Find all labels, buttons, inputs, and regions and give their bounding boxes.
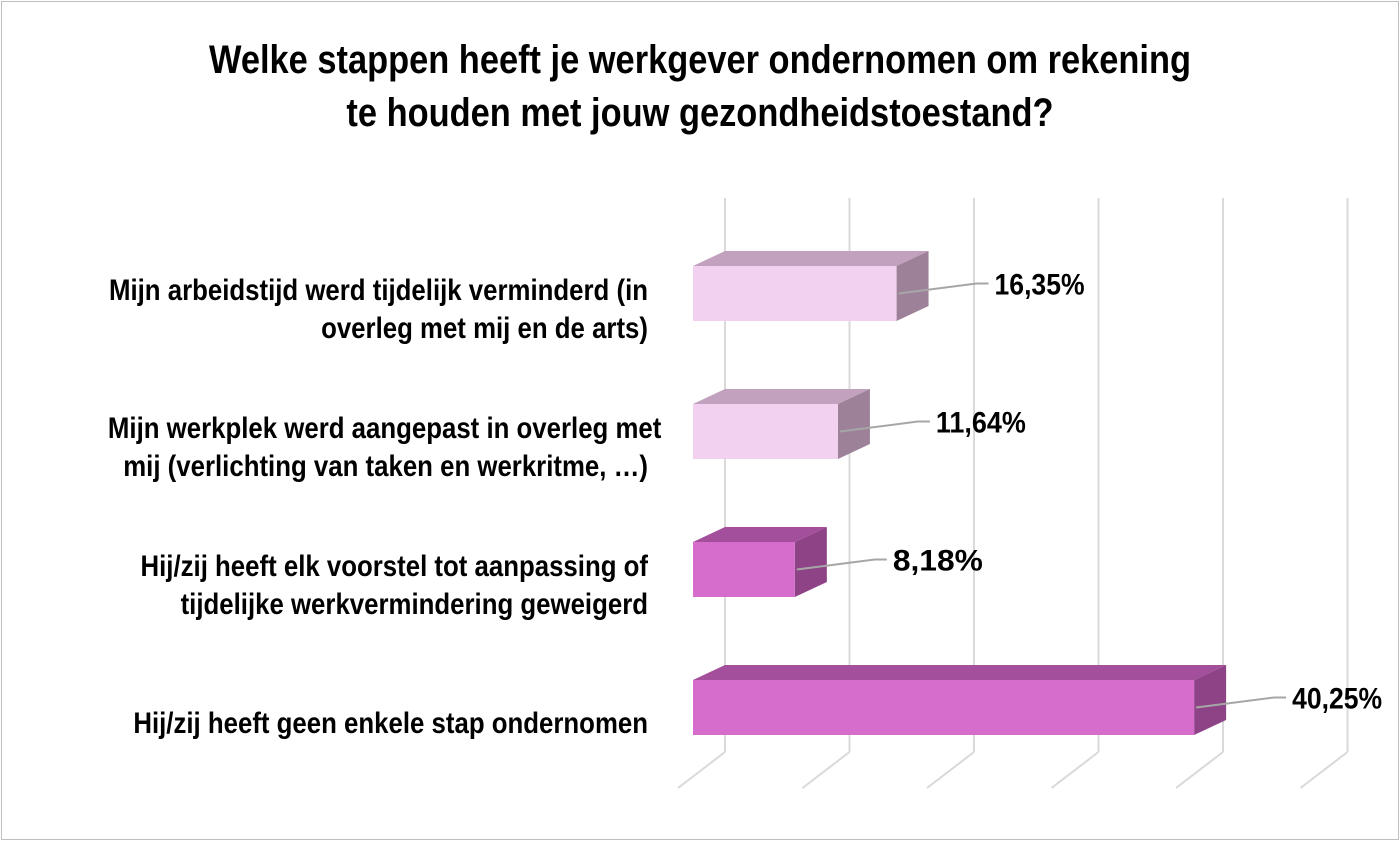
chart-title-line-1: Welke stappen heeft je werkgever onderno… — [209, 38, 1191, 82]
leader-line-4 — [1195, 696, 1287, 709]
bar-2-side — [837, 389, 870, 459]
category-label-3: Hij/zij heeft elk voorstel tot aanpassin… — [108, 548, 648, 624]
bar-2 — [693, 404, 838, 459]
category-label-4: Hij/zij heeft geen enkele stap ondernome… — [108, 705, 648, 743]
chart-title: Welke stappen heeft je werkgever onderno… — [184, 34, 1216, 140]
floor-line-50 — [1299, 751, 1349, 789]
value-label-2: 11,64% — [936, 407, 1026, 440]
chart-title-line-2: te houden met jouw gezondheidstoestand? — [346, 91, 1054, 135]
category-label-4-line-1: Hij/zij heeft geen enkele stap ondernome… — [133, 707, 648, 740]
value-label-4: 40,25% — [1292, 683, 1382, 716]
bar-1-side — [896, 251, 929, 321]
category-label-1-line-2: overleg met mij en de arts) — [321, 312, 648, 345]
floor-line-40 — [1175, 751, 1224, 789]
bar-4 — [693, 680, 1195, 735]
bar-3-top — [693, 527, 827, 542]
category-label-3-line-2: tijdelijke werkvermindering geweigerd — [180, 588, 648, 621]
bar-3 — [693, 542, 795, 597]
floor-line-20 — [926, 751, 975, 789]
category-label-2-line-2: mij (verlichting van taken en werkritme,… — [123, 450, 649, 483]
value-label-3: 8,18% — [893, 545, 983, 578]
category-label-1: Mijn arbeidstijd werd tijdelijk verminde… — [108, 272, 648, 348]
bar-1 — [693, 266, 897, 321]
floor-line-30 — [1050, 751, 1100, 789]
value-label-1: 16,35% — [995, 269, 1085, 302]
leader-line-2 — [839, 420, 930, 433]
category-label-2: Mijn werkplek werd aangepast in overleg … — [107, 410, 662, 486]
bar-2-top — [693, 389, 870, 404]
category-label-3-line-1: Hij/zij heeft elk voorstel tot aanpassin… — [140, 550, 648, 583]
floor-line-10 — [801, 751, 851, 789]
leader-line-1 — [898, 282, 989, 295]
bar-3-side — [794, 527, 827, 597]
leader-line-3 — [796, 558, 887, 571]
bar-4-side — [1194, 665, 1227, 735]
floor-line-0 — [677, 751, 726, 789]
bar-1-top — [693, 251, 929, 266]
category-label-2-line-1: Mijn werkplek werd aangepast in overleg … — [107, 412, 662, 445]
category-label-1-line-1: Mijn arbeidstijd werd tijdelijk verminde… — [108, 274, 648, 307]
bar-4-top — [693, 665, 1227, 680]
